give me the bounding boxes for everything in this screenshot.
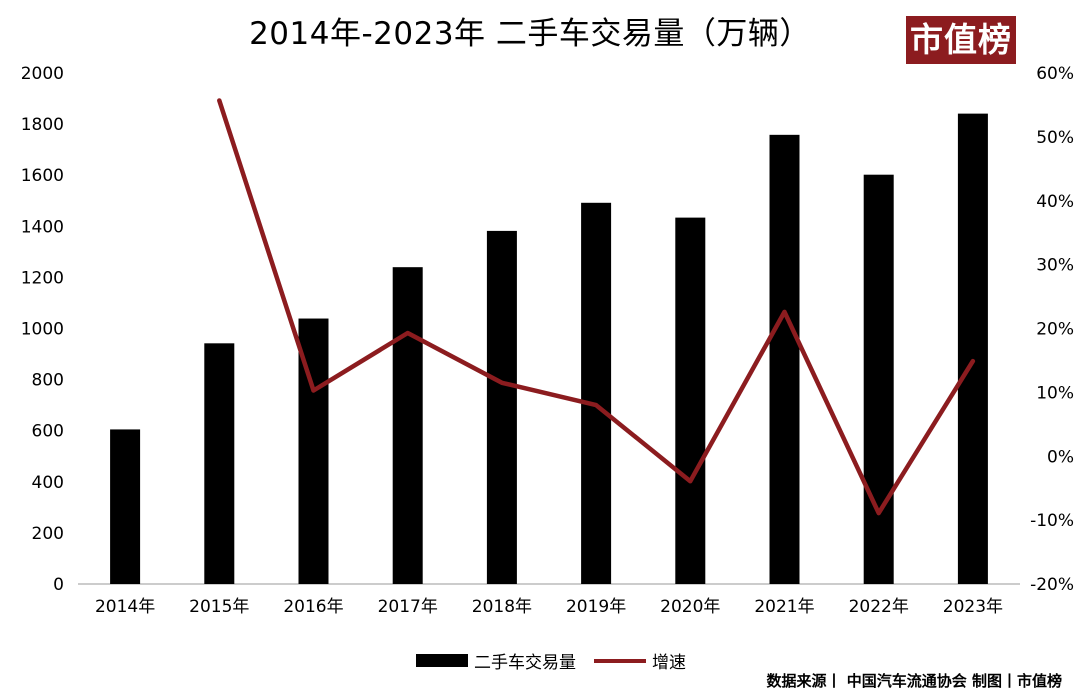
x-axis-labels: 2014年 2015年 2016年 2017年 2018年 2019年 2020年 2021年… (95, 597, 1003, 617)
left-axis: 0 200 400 600 800 1000 1200 1400 1600 1800 2000 (21, 64, 64, 595)
right-tick-label: -10% (1030, 511, 1074, 531)
left-tick-label: 1200 (21, 268, 64, 288)
right-tick-label: 10% (1036, 383, 1074, 403)
legend-item-volume: 二手车交易量 (416, 648, 576, 673)
bar-series (110, 113, 988, 585)
x-tick-label: 2017年 (378, 597, 438, 617)
legend: 二手车交易量 增速 (416, 648, 704, 673)
x-tick-label: 2019年 (566, 597, 626, 617)
left-tick-label: 400 (32, 473, 64, 493)
left-tick-label: 1000 (21, 320, 64, 340)
right-axis: -20% -10% 0% 10% 20% 30% 40% 50% 60% (1030, 64, 1074, 595)
left-tick-label: 800 (32, 371, 64, 391)
bar (581, 202, 612, 584)
bar (675, 217, 706, 584)
right-tick-label: -20% (1030, 575, 1074, 595)
left-tick-label: 200 (32, 524, 64, 544)
right-tick-label: 20% (1036, 320, 1074, 340)
legend-swatch-line (594, 658, 646, 663)
bar (769, 134, 800, 584)
left-tick-label: 600 (32, 422, 64, 442)
right-tick-label: 50% (1036, 128, 1074, 148)
logo: 市值榜 (906, 16, 1016, 64)
bar (486, 230, 517, 585)
right-tick-label: 40% (1036, 192, 1074, 212)
right-tick-label: 0% (1047, 447, 1074, 467)
x-tick-label: 2018年 (472, 597, 532, 617)
x-tick-label: 2022年 (849, 597, 909, 617)
bar (204, 343, 235, 584)
legend-swatch-bar (416, 654, 468, 667)
left-tick-label: 0 (53, 575, 64, 595)
left-tick-label: 1400 (21, 217, 64, 237)
legend-label-growth: 增速 (652, 653, 686, 673)
left-tick-label: 2000 (21, 64, 64, 84)
left-tick-label: 1600 (21, 166, 64, 186)
chart-title: 2014年-2023年 二手车交易量（万辆） (249, 16, 811, 52)
bar (110, 429, 141, 584)
right-tick-label: 30% (1036, 256, 1074, 276)
x-tick-label: 2015年 (189, 597, 249, 617)
left-tick-label: 1800 (21, 115, 64, 135)
growth-line (217, 98, 976, 516)
bar (863, 174, 894, 584)
x-tick-label: 2021年 (754, 597, 814, 617)
x-tick-label: 2014年 (95, 597, 155, 617)
x-tick-label: 2023年 (943, 597, 1003, 617)
legend-label-volume: 二手车交易量 (474, 653, 576, 673)
legend-item-growth: 增速 (594, 648, 686, 673)
source-note: 数据来源丨 中国汽车流通协会 制图丨市值榜 (766, 672, 1062, 690)
right-tick-label: 60% (1036, 64, 1074, 84)
x-tick-label: 2020年 (660, 597, 720, 617)
bar (957, 113, 988, 584)
x-tick-label: 2016年 (283, 597, 343, 617)
bar (392, 267, 423, 584)
